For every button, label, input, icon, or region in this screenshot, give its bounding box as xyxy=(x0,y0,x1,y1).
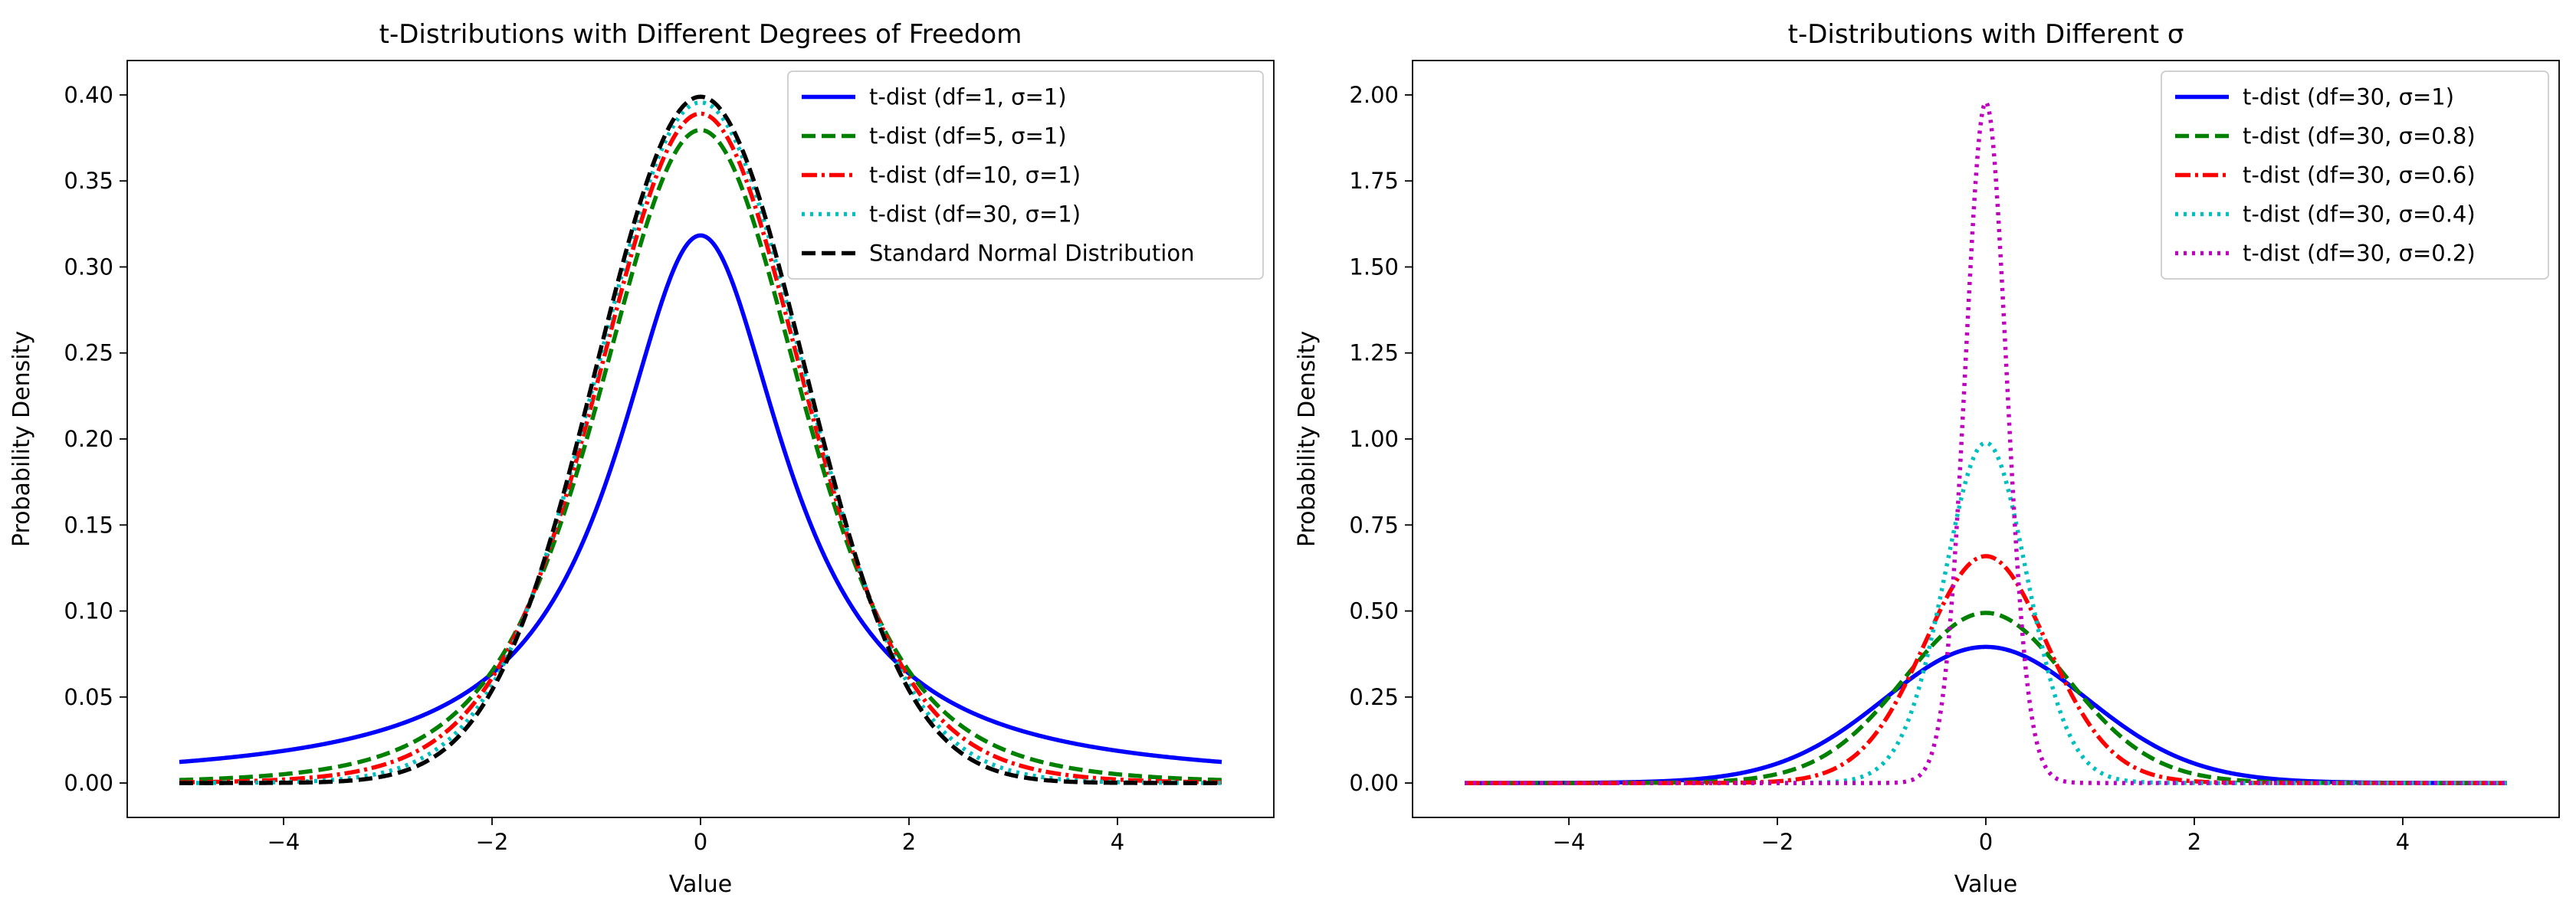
y-tick-label: 0.35 xyxy=(64,168,113,194)
x-tick-label: −4 xyxy=(1553,829,1586,855)
y-tick-label: 0.50 xyxy=(1349,598,1399,624)
x-tick-label: 2 xyxy=(2187,829,2201,855)
x-tick-label: 2 xyxy=(902,829,916,855)
y-tick-label: 0.30 xyxy=(64,254,113,280)
y-axis-label: Probability Density xyxy=(1294,331,1321,547)
x-tick-label: 0 xyxy=(694,829,707,855)
legend-label: t-dist (df=30, σ=0.4) xyxy=(2243,201,2476,228)
y-tick-label: 1.00 xyxy=(1349,426,1399,452)
x-tick-label: 0 xyxy=(1979,829,1993,855)
y-tick-label: 0.75 xyxy=(1349,512,1399,538)
x-tick-label: 4 xyxy=(2396,829,2410,855)
x-axis-label: Value xyxy=(669,871,732,898)
y-tick-label: 0.20 xyxy=(64,426,113,452)
legend-box xyxy=(787,70,1264,280)
series-line-5 xyxy=(179,94,1222,785)
y-tick-label: 1.25 xyxy=(1349,340,1399,366)
x-axis-label: Value xyxy=(1954,871,2017,898)
legend-label: t-dist (df=30, σ=1) xyxy=(869,201,1081,228)
legend-label: t-dist (df=1, σ=1) xyxy=(869,84,1067,110)
chart-title: t-Distributions with Different Degrees o… xyxy=(379,19,1022,50)
series-line-5 xyxy=(1465,100,2507,785)
y-tick-label: 0.25 xyxy=(64,340,113,366)
series-line-3 xyxy=(179,111,1222,784)
x-tick-label: −4 xyxy=(267,829,300,855)
legend-label: t-dist (df=30, σ=0.6) xyxy=(2243,162,2476,188)
x-tick-label: −2 xyxy=(1761,829,1794,855)
y-tick-label: 0.40 xyxy=(64,82,113,108)
legend-box xyxy=(2161,70,2549,280)
series-lines xyxy=(1465,100,2507,785)
x-tick-label: 4 xyxy=(1111,829,1124,855)
legend: t-dist (df=30, σ=1) t-dist (df=30, σ=0.8)… xyxy=(2161,70,2549,280)
legend-label: t-dist (df=30, σ=0.2) xyxy=(2243,241,2476,267)
series-line-1 xyxy=(1465,644,2507,785)
series-lines xyxy=(179,94,1222,785)
legend-label: t-dist (df=30, σ=1) xyxy=(2243,84,2454,110)
y-axis-label: Probability Density xyxy=(8,331,35,547)
y-tick-label: 0.00 xyxy=(1349,770,1399,796)
series-line-1 xyxy=(179,233,1222,765)
chart-title: t-Distributions with Different σ xyxy=(1788,19,2184,50)
chart-panel-2: −4 −2 0 2 4 0.00 0.25 0.50 0.75 1.00 1.25 1.50 1.75 2… xyxy=(1294,19,2560,898)
legend-label: t-dist (df=5, σ=1) xyxy=(869,123,1067,149)
series-line-3 xyxy=(1465,554,2507,785)
legend-label: t-dist (df=30, σ=0.8) xyxy=(2243,123,2476,149)
y-tick-label: 2.00 xyxy=(1349,82,1399,108)
y-tick-label: 0.25 xyxy=(1349,684,1399,710)
x-tick-label: −2 xyxy=(476,829,509,855)
y-tick-label: 1.75 xyxy=(1349,168,1399,194)
y-tick-label: 0.15 xyxy=(64,512,113,538)
series-line-2 xyxy=(1465,611,2507,785)
y-tick-label: 0.05 xyxy=(64,684,113,710)
legend-label: t-dist (df=10, σ=1) xyxy=(869,162,1081,188)
y-tick-label: 0.10 xyxy=(64,598,113,624)
legend-label: Standard Normal Distribution xyxy=(869,241,1194,267)
legend: t-dist (df=1, σ=1) t-dist (df=5, σ=1) t-di… xyxy=(787,70,1264,280)
chart-panel-1: −4 −2 0 2 4 0.00 0.05 0.10 0.15 0.20 0.25 0.30 0.35 0… xyxy=(8,19,1275,898)
y-tick-label: 0.00 xyxy=(64,770,113,796)
y-tick-label: 1.50 xyxy=(1349,254,1399,280)
